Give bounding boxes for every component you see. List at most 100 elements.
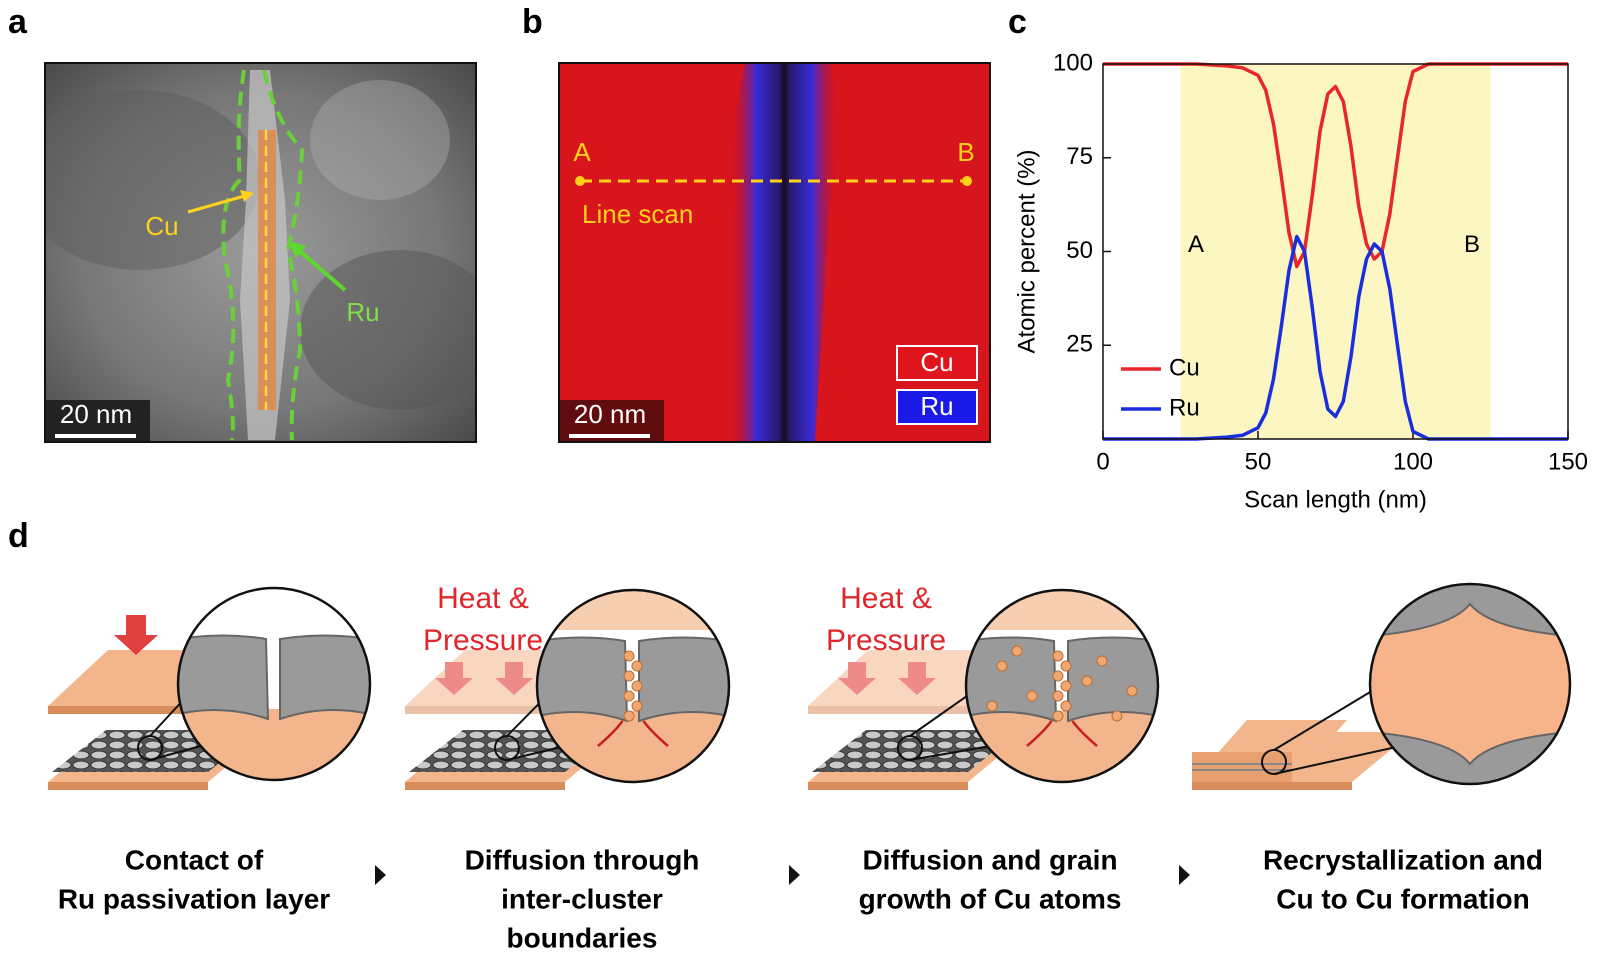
press-arrow [838,662,876,695]
condition-label: Pressure [826,624,946,657]
grain [279,634,370,721]
cu-atom [623,690,635,702]
cu-atom [1096,655,1108,667]
highlight-region [1180,64,1491,439]
scale-bar-label: 20 nm [60,399,132,429]
cu-top [537,590,729,630]
line-scan-label: Line scan [582,199,693,229]
cu-atom [1111,710,1123,722]
cu-atom [986,700,998,712]
grain [537,636,629,723]
step-caption: Diffusion and grain [862,844,1117,875]
panel-label: a [8,3,28,41]
ru-layer [812,730,1020,772]
zoom-content [966,590,1158,782]
x-axis-label: Scan length (nm) [1244,486,1427,513]
condition-label: Pressure [423,624,543,657]
data-line [1103,234,1568,441]
step-caption: Ru passivation layer [58,883,330,914]
cu-atom [1060,680,1072,692]
top-plate-side [808,706,968,714]
condition-label: Heat & [437,582,529,615]
bonded-side [1192,752,1292,782]
zoom-frame [535,588,731,784]
y-tick-label: 50 [1066,237,1093,264]
annotation: B [1464,231,1480,258]
panel-frame [44,62,477,443]
cu-atom [1052,690,1064,702]
step-caption: inter-cluster [501,883,663,914]
press-arrow [495,662,533,695]
top-plate-side [405,706,565,714]
press-arrow [114,615,158,655]
step-caption: Cu to Cu formation [1276,883,1530,914]
substrate-side [48,782,208,790]
process-step: Recrystallization and Cu to Cu formation [1192,582,1572,914]
annotation: A [1188,231,1204,258]
scale-bar-label: 20 nm [574,399,646,429]
x-tick-label: 150 [1548,448,1588,475]
tem-image [45,63,476,442]
press-arrow [435,662,473,695]
step-arrow [375,865,386,885]
data-line [1103,62,1568,269]
diffusion-arrow [597,720,624,747]
x-tick-label: 100 [1393,448,1433,475]
substrate-side [405,782,565,790]
cu-atom [1052,710,1064,722]
cu-atom [631,660,643,672]
line-chart: 25 50 75 100 0 50 100 150 A B Cu Ru Scan length (nm)… [1013,49,1588,513]
step-caption: Recrystallization and [1263,844,1543,875]
step-caption: growth of Cu atoms [859,883,1122,914]
process-diagram: Contact of Ru passivation layer Heat & Pres… [48,582,1572,953]
cu-atom [1060,660,1072,672]
diffusion-arrow [1071,720,1098,747]
point-label: A [573,137,591,167]
zoom-line [1273,743,1411,775]
substrate-side [1192,782,1352,790]
x-tick-label: 0 [1096,448,1109,475]
panel-frame [558,62,991,443]
y-axis-label: Atomic percent (%) [1013,149,1040,353]
press-arrow [898,662,936,695]
step-arrow [1179,865,1190,885]
x-tick-label: 50 [1245,448,1272,475]
cu-atom [1060,700,1072,712]
process-step: Heat & Pressure Diffusion through inter-clu… [405,582,731,953]
step-caption: boundaries [507,922,658,953]
legend-label: Ru [920,391,953,421]
cu-atom [1026,690,1038,702]
cu-atom [631,700,643,712]
step-caption: Contact of [125,844,264,875]
zoom-frame [176,586,372,782]
cu-atom [1052,650,1064,662]
step-caption: Diffusion through [465,844,700,875]
cu-atom [1011,645,1023,657]
condition-label: Heat & [840,582,932,615]
zoom-frame [1368,582,1572,786]
top-plate-side [48,706,208,714]
cu-atom [1081,675,1093,687]
cu-atom [623,670,635,682]
legend-label: Cu [1169,354,1200,381]
grain [638,636,729,723]
diffusion-arrow [1026,720,1053,747]
cu-atom [1126,685,1138,697]
cu-atom [631,680,643,692]
cu-top [966,590,1158,630]
cu-atom [623,710,635,722]
point-label: B [957,137,974,167]
cu-atom [623,650,635,662]
grain [966,636,1058,723]
process-step: Heat & Pressure Diffusion and grain growth … [808,582,1160,914]
ru-label: Ru [346,297,379,327]
y-tick-label: 75 [1066,143,1093,170]
eds-map [559,63,990,442]
step-arrow [789,865,800,885]
y-tick-label: 100 [1053,49,1093,76]
plot-frame [1102,63,1569,440]
legend-label: Cu [920,347,953,377]
substrate-side [808,782,968,790]
grain [1067,636,1158,723]
